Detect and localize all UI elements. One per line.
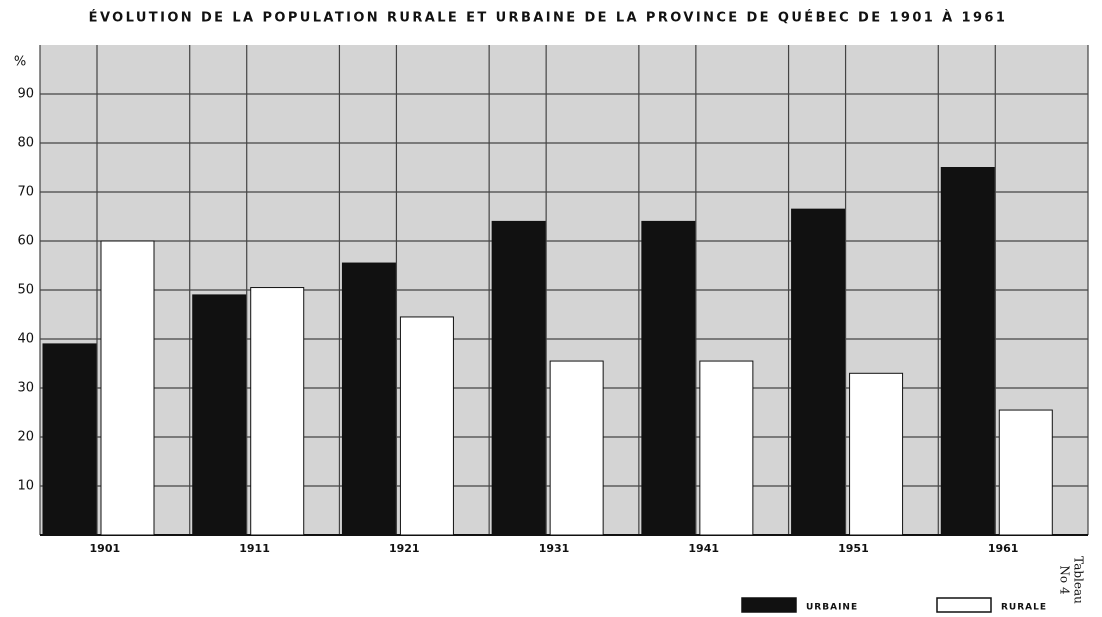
legend-label: URBAINE xyxy=(806,603,858,613)
bar xyxy=(250,287,305,536)
y-tick-label: 10 xyxy=(17,479,34,494)
bar xyxy=(998,409,1053,536)
bar xyxy=(192,294,247,536)
y-tick-label: 60 xyxy=(17,234,34,249)
x-tick-label: 1921 xyxy=(389,542,420,555)
y-tick-label: 30 xyxy=(17,381,34,396)
x-tick-label: 1941 xyxy=(688,542,719,555)
y-tick-label: 80 xyxy=(17,136,34,151)
bar xyxy=(699,360,754,536)
x-tick-label: 1931 xyxy=(539,542,570,555)
y-tick-label: 50 xyxy=(17,283,34,298)
y-axis-label: % xyxy=(14,55,26,70)
bar xyxy=(791,208,846,536)
bar xyxy=(341,262,396,536)
x-tick-label: 1951 xyxy=(838,542,869,555)
legend-swatch xyxy=(936,597,992,613)
y-tick-label: 90 xyxy=(17,87,34,102)
bar xyxy=(100,240,155,536)
x-tick-label: 1901 xyxy=(90,542,121,555)
bar xyxy=(940,167,995,536)
annotation: Tableau No 4 xyxy=(1058,556,1086,604)
y-tick-label: 40 xyxy=(17,332,34,347)
legend-label: RURALE xyxy=(1001,603,1047,613)
bar xyxy=(641,220,696,536)
legend-swatch xyxy=(741,597,797,613)
annotation-line: No 4 xyxy=(1058,565,1072,595)
x-tick-label: 1911 xyxy=(239,542,270,555)
annotation-line: Tableau xyxy=(1072,556,1086,604)
y-tick-label: 70 xyxy=(17,185,34,200)
x-tick-label: 1961 xyxy=(988,542,1019,555)
bar xyxy=(42,343,97,536)
chart-title: ÉVOLUTION DE LA POPULATION RURALE ET URB… xyxy=(89,10,1008,26)
bar xyxy=(549,360,604,536)
bar xyxy=(399,316,454,536)
bar xyxy=(491,220,546,536)
bar xyxy=(849,372,904,536)
y-tick-label: 20 xyxy=(17,430,34,445)
